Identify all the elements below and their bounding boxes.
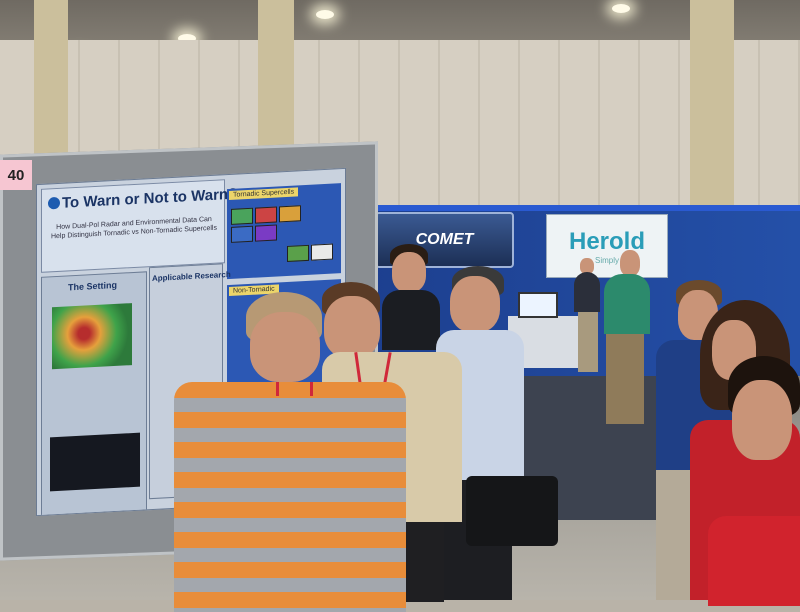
poster-panel-tornadic: Tornadic Supercells	[227, 183, 341, 280]
radar-thumbnail	[255, 224, 277, 242]
herold-sign-tagline: Simply	[594, 255, 619, 265]
ceiling-light	[178, 34, 196, 43]
radar-thumbnail	[231, 207, 253, 225]
poster-title: To Warn or Not to Warn?	[62, 185, 238, 212]
pillar	[690, 0, 734, 220]
storm-map	[52, 303, 132, 370]
radar-thumbnail	[311, 243, 333, 261]
ceiling-light	[612, 4, 630, 13]
section-heading-setting: The Setting	[68, 279, 117, 293]
shoulder-bag	[466, 476, 558, 546]
dark-radar-panel	[50, 432, 140, 492]
poster-section-setting: The Setting	[41, 271, 147, 517]
radar-thumbnail	[231, 225, 253, 243]
tornadic-tag: Tornadic Supercells	[229, 187, 299, 201]
radar-thumbnail	[287, 244, 309, 262]
noaa-logo-icon	[48, 196, 60, 210]
herold-sign: Herold Simply	[546, 214, 668, 278]
comet-sign-text: COMET	[415, 231, 474, 248]
radar-thumbnail	[279, 205, 301, 223]
radar-thumbnail	[255, 206, 277, 224]
ceiling-light	[316, 10, 334, 19]
monitor	[518, 292, 558, 318]
poster-header: To Warn or Not to Warn? How Dual-Pol Rad…	[41, 179, 237, 273]
poster-subtitle: How Dual-Pol Radar and Environmental Dat…	[50, 215, 217, 241]
section-heading-applicable: Applicable Research	[152, 269, 231, 284]
board-number-label: 40	[0, 160, 32, 190]
